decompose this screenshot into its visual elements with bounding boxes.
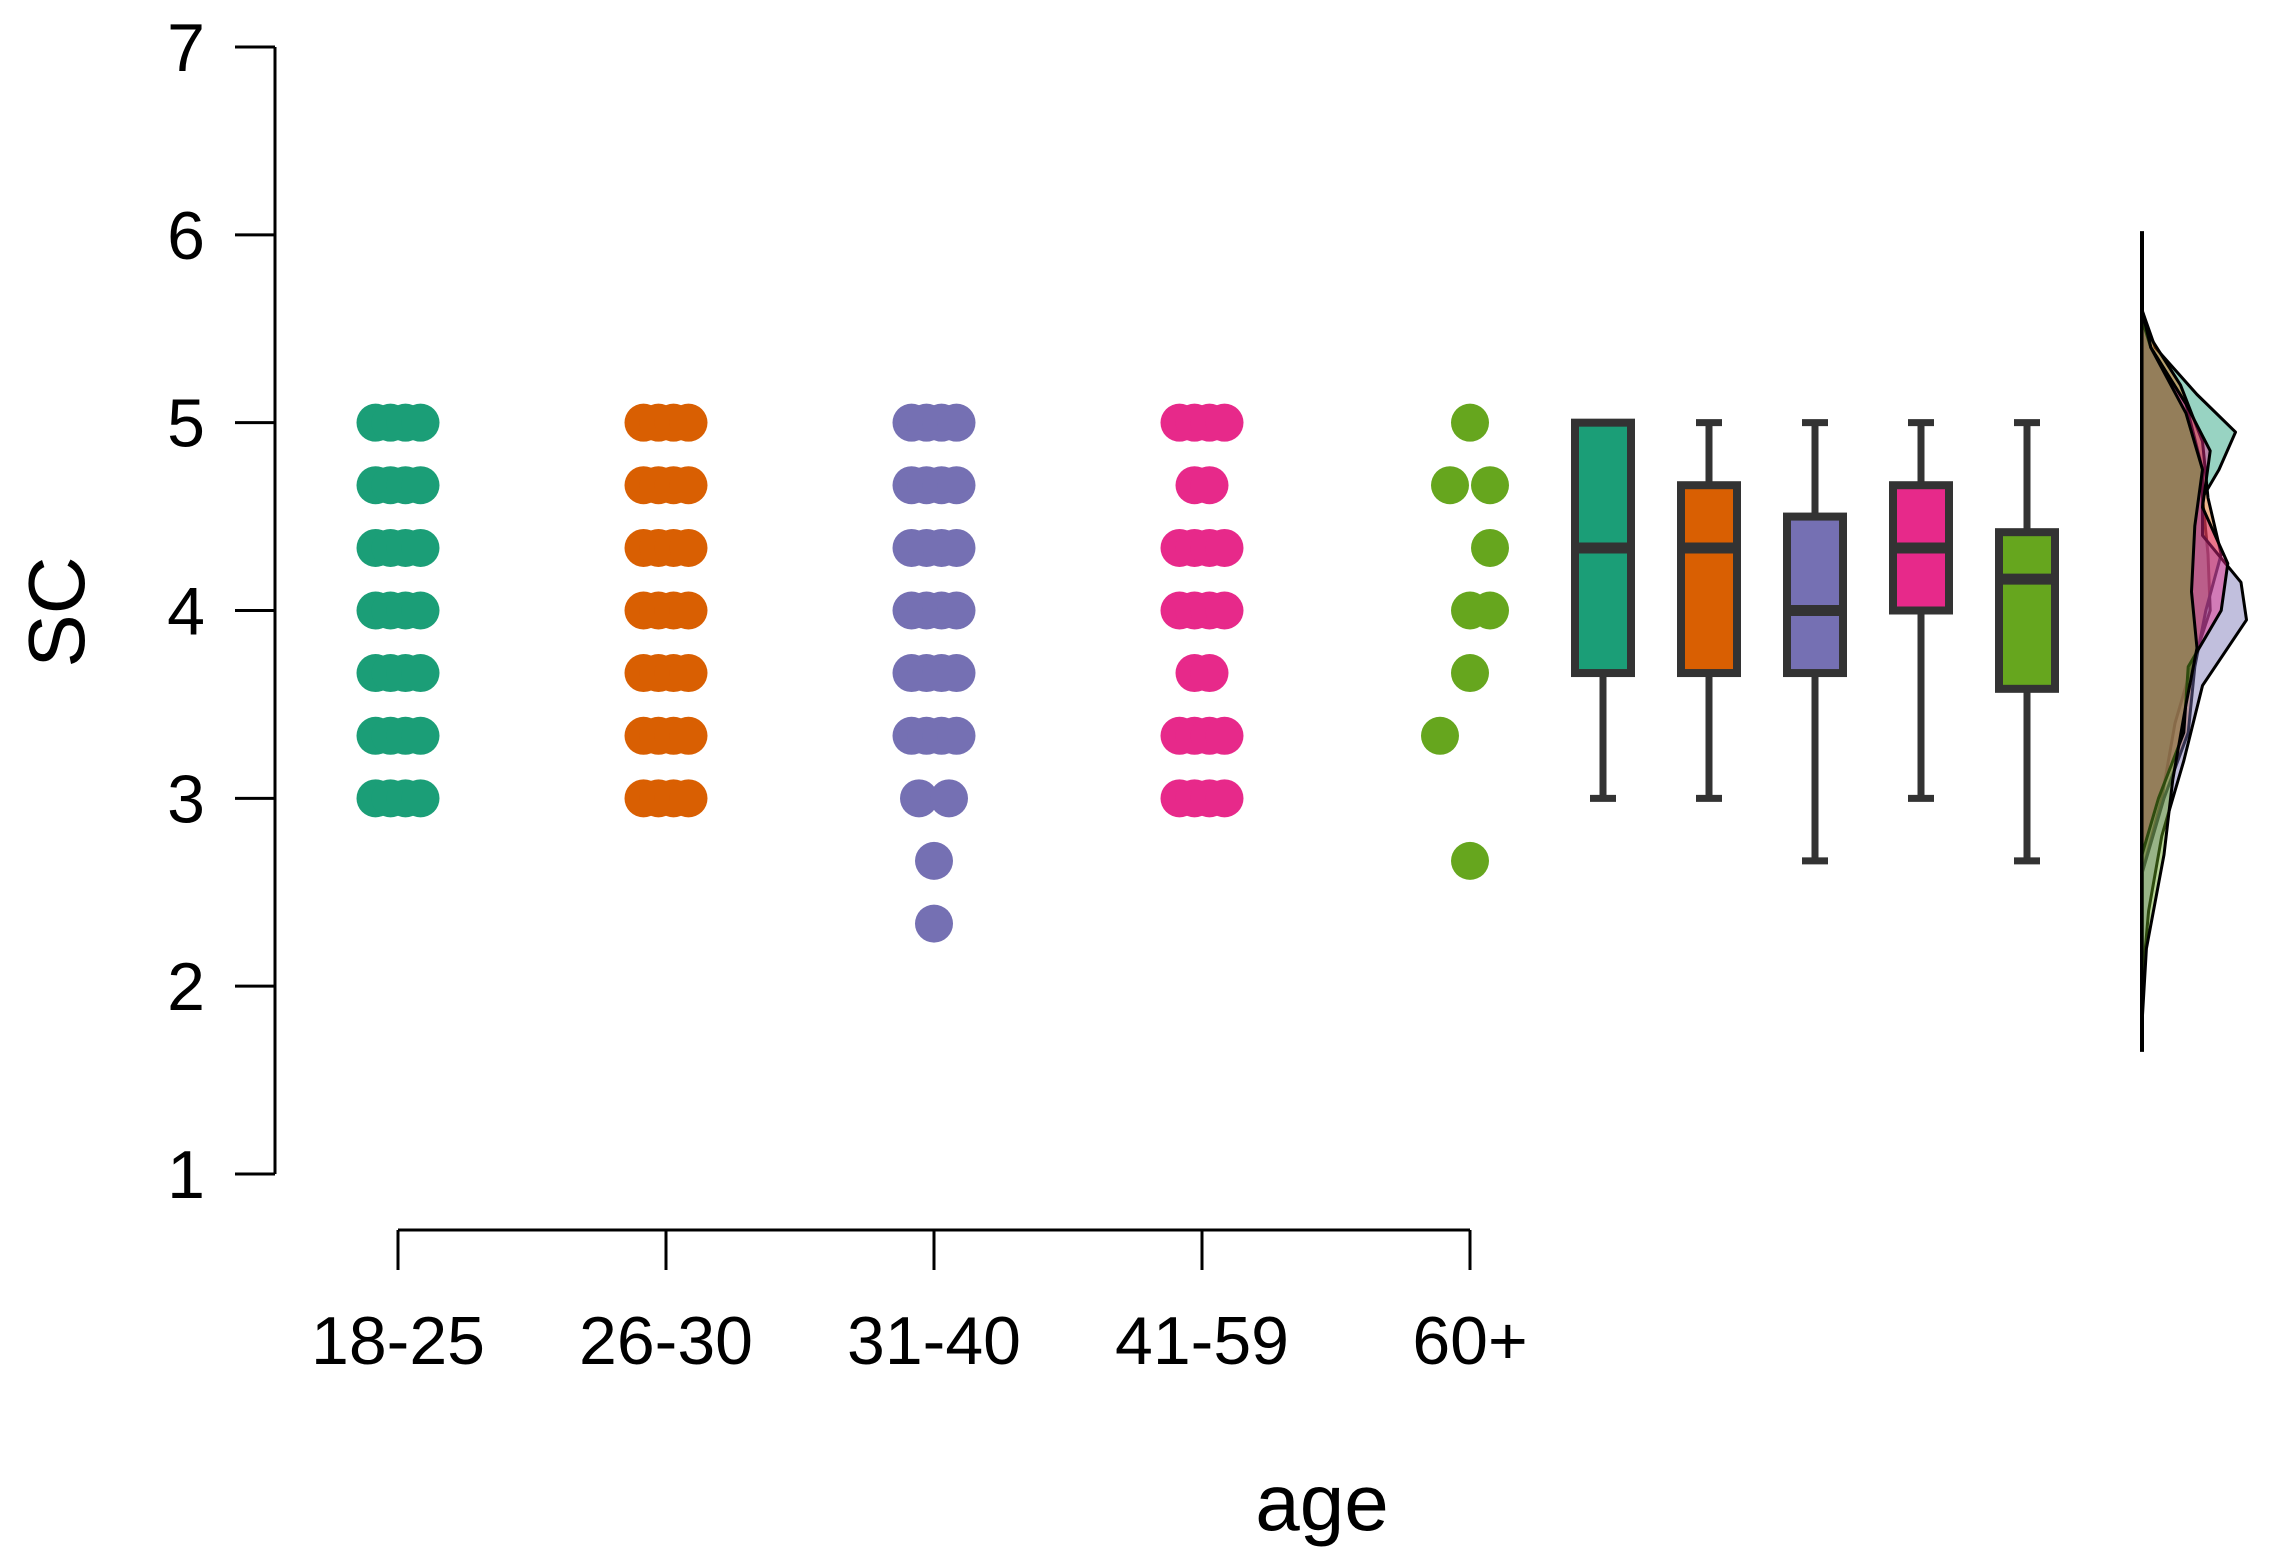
data-point — [401, 716, 440, 755]
data-point — [401, 403, 440, 442]
data-point — [1205, 779, 1244, 818]
data-point — [1451, 654, 1489, 693]
data-point — [1205, 403, 1244, 442]
data-point — [930, 779, 968, 818]
data-point — [1451, 403, 1489, 442]
data-point — [900, 779, 938, 818]
rain-41-59 — [1160, 403, 1244, 818]
boxplot-31-40 — [1783, 419, 1847, 865]
raindrop-points — [356, 403, 1509, 943]
density-clouds — [2140, 231, 2248, 1052]
x-tick-label: 41-59 — [1115, 1303, 1289, 1379]
data-point — [915, 904, 953, 943]
boxplot-26-30 — [1677, 419, 1741, 802]
box-iqr — [1783, 512, 1847, 678]
x-axis-title: age — [1255, 1458, 1388, 1547]
data-point — [669, 591, 708, 630]
y-tick-label: 4 — [167, 574, 205, 650]
rain-60+ — [1421, 403, 1509, 880]
data-point — [669, 716, 708, 755]
y-tick-label: 5 — [167, 386, 205, 462]
data-point — [1190, 654, 1229, 693]
y-axis-title: SC — [12, 556, 101, 667]
data-point — [1471, 466, 1509, 505]
y-tick-label: 2 — [167, 949, 205, 1025]
data-point — [669, 403, 708, 442]
x-axis: 18-25 26-30 31-40 41-59 60+ — [311, 1228, 1528, 1379]
rain-26-30 — [624, 403, 708, 818]
y-tick-label: 7 — [167, 10, 205, 86]
data-point — [669, 779, 708, 818]
data-point — [937, 466, 976, 505]
density-26-30 — [2140, 308, 2223, 875]
data-point — [1421, 716, 1459, 755]
boxplot-60+ — [1995, 419, 2059, 865]
data-point — [669, 654, 708, 693]
box-plots — [1571, 418, 2059, 865]
data-point — [1471, 528, 1509, 567]
data-point — [1190, 466, 1229, 505]
y-tick-label: 1 — [167, 1137, 205, 1213]
data-point — [1451, 841, 1489, 880]
x-tick-label: 60+ — [1412, 1303, 1527, 1379]
data-point — [937, 654, 976, 693]
data-point — [1205, 528, 1244, 567]
box-iqr — [1677, 481, 1741, 678]
data-point — [937, 403, 976, 442]
data-point — [937, 591, 976, 630]
data-point — [937, 716, 976, 755]
data-point — [401, 591, 440, 630]
data-point — [937, 528, 976, 567]
boxplot-18-25 — [1571, 418, 1635, 802]
data-point — [1205, 591, 1244, 630]
rain-18-25 — [356, 403, 440, 818]
data-point — [401, 466, 440, 505]
data-point — [669, 528, 708, 567]
data-point — [669, 466, 708, 505]
y-tick-label: 6 — [167, 198, 205, 274]
boxplot-41-59 — [1889, 419, 1953, 802]
data-point — [401, 654, 440, 693]
data-point — [915, 841, 953, 880]
data-point — [1431, 466, 1469, 505]
x-tick-label: 18-25 — [311, 1303, 485, 1379]
data-point — [1205, 716, 1244, 755]
data-point — [1471, 591, 1509, 630]
rain-31-40 — [892, 403, 976, 943]
box-iqr — [1995, 528, 2059, 693]
x-tick-label: 26-30 — [579, 1303, 753, 1379]
y-tick-label: 3 — [167, 761, 205, 837]
data-point — [401, 779, 440, 818]
data-point — [401, 528, 440, 567]
x-tick-label: 31-40 — [847, 1303, 1021, 1379]
y-axis: 1 2 3 4 5 6 7 — [167, 10, 277, 1213]
density-60+ — [2140, 308, 2204, 1026]
